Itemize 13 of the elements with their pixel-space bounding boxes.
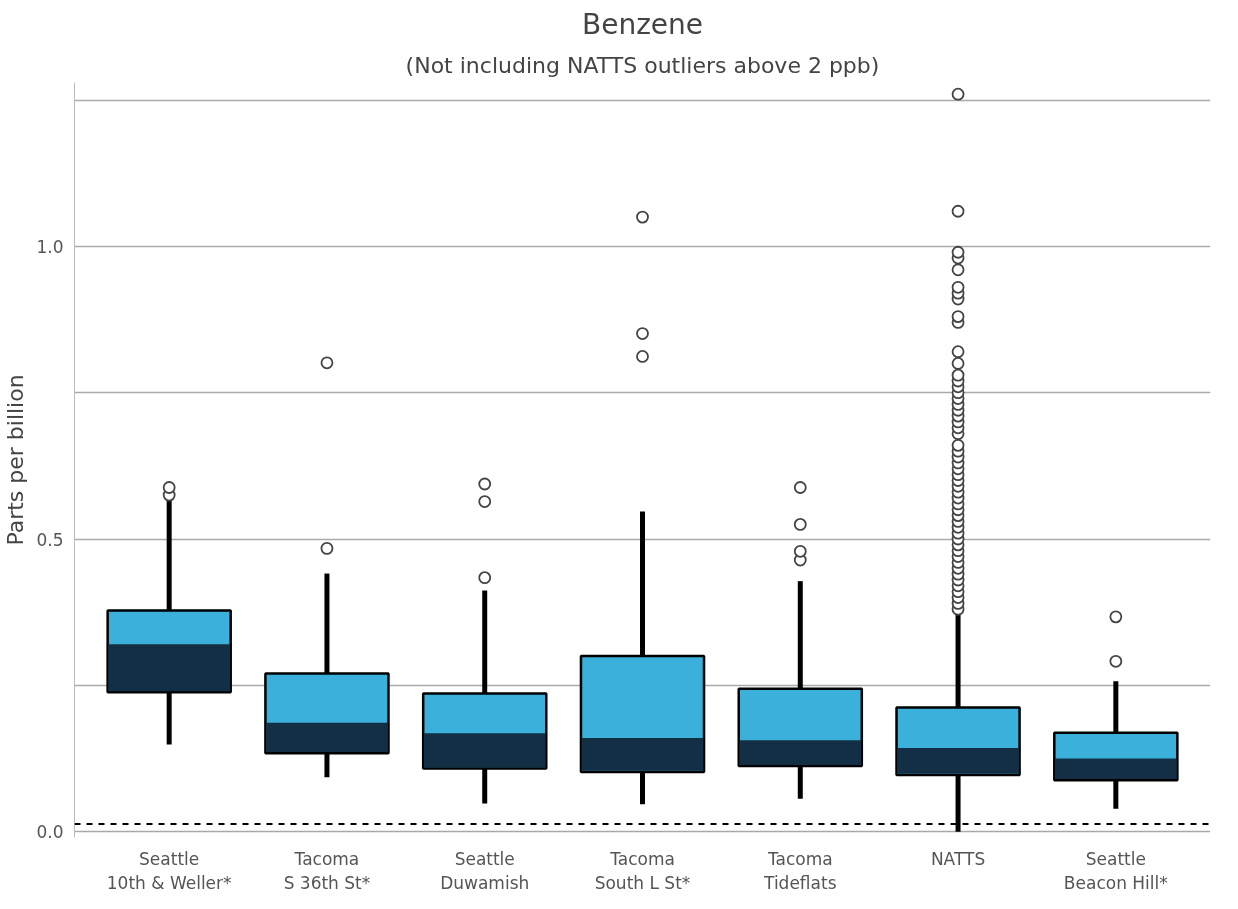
x-tick-label: Seattle Beacon Hill* xyxy=(1063,848,1168,893)
chart-subtitle: (Not including NATTS outliers above 2 ppb) xyxy=(405,52,880,78)
y-axis-title: Parts per billion xyxy=(3,374,29,546)
x-tick-label: Tacoma South L St* xyxy=(594,848,691,893)
y-tick-label: 0.0 xyxy=(36,822,64,843)
y-tick-label: 1.0 xyxy=(36,236,64,257)
x-tick-label: Tacoma S 36th St* xyxy=(283,848,371,893)
x-tick-label: Seattle Duwamish xyxy=(440,848,530,893)
x-tick-label: Tacoma Tideflats xyxy=(763,848,837,893)
x-tick-label: NATTS xyxy=(930,848,986,869)
chart-title: Benzene xyxy=(581,7,704,41)
y-tick-label: 0.5 xyxy=(36,529,64,550)
x-tick-label: Seattle 10th & Weller* xyxy=(106,848,232,893)
